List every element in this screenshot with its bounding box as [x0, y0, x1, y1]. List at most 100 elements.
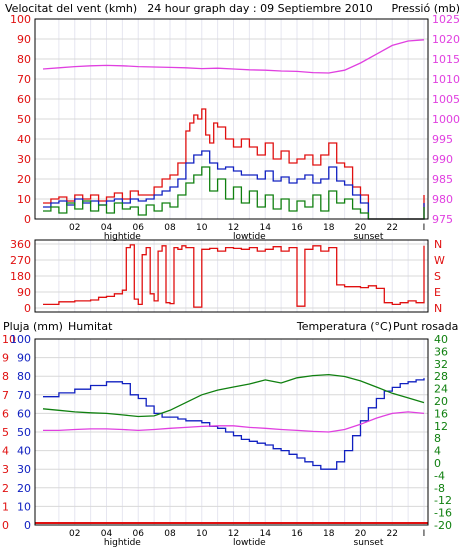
temperature-axis-title: Temperatura (°C) — [296, 320, 392, 333]
hour-tick-label: 20 — [355, 529, 367, 539]
hour-tick-label: 10 — [196, 529, 208, 539]
rain-tick-label: 2 — [2, 482, 9, 495]
direction-tick-label: 270 — [10, 254, 31, 267]
wind-y-ticks: 0 10 20 30 40 50 60 70 80 90 100 — [10, 13, 31, 226]
humidity-grid — [35, 338, 428, 526]
direction-series — [43, 244, 425, 308]
annotation-label: hightide — [104, 232, 141, 242]
direction-tick-label: 0 — [24, 302, 31, 315]
wind-tick-label: 30 — [17, 153, 31, 166]
wind-direction-line — [43, 244, 425, 308]
hour-tick-label: 12 — [228, 529, 239, 539]
pressure-tick-label: 995 — [432, 133, 453, 146]
pressure-tick-label: 1000 — [432, 113, 460, 126]
humidity-tick-label: 100 — [10, 333, 31, 346]
dewpoint-line — [43, 411, 425, 433]
wind-x-ticks: 02 04 06 08 10 12 14 16 18 20 22 I — [69, 223, 425, 233]
compass-label: N — [434, 238, 442, 251]
temperature-line — [42, 373, 425, 418]
direction-y-ticks: 0 90 180 270 360 — [10, 238, 31, 315]
direction-plot-frame — [34, 239, 429, 313]
humidity-axis-title: Humitat — [68, 320, 113, 333]
annotation-label: lowtide — [233, 538, 266, 548]
humidity-tick-label: 30 — [17, 463, 31, 476]
hour-tick-label: 04 — [101, 529, 113, 539]
rain-tick-label: 8 — [2, 370, 9, 383]
temperature-tick-label: -16 — [434, 507, 452, 520]
pressure-tick-label: 1015 — [432, 53, 460, 66]
hour-tick-label: 16 — [291, 223, 303, 233]
temperature-tick-label: 12 — [434, 420, 448, 433]
tide-annotations-bottom: hightide lowtide sunset — [104, 538, 384, 548]
pressure-tick-label: 1005 — [432, 93, 460, 106]
temperature-tick-label: -8 — [434, 482, 445, 495]
humidity-tick-label: 40 — [17, 445, 31, 458]
pressure-y-ticks: 975 980 985 990 995 1000 1005 1010 1015 1020 1025 — [432, 13, 460, 226]
hour-tick-label: 02 — [69, 223, 80, 233]
wind-tick-label: 60 — [17, 93, 31, 106]
temperature-tick-label: 32 — [434, 358, 448, 371]
wind-tick-label: 10 — [17, 193, 31, 206]
chart-title: 24 hour graph day : 09 Septiembre 2010 — [147, 2, 372, 15]
wind-speed-line — [43, 108, 425, 220]
hour-tick-label: 12 — [228, 223, 239, 233]
pressure-axis-title: Pressió (mb) — [391, 2, 460, 15]
direction-tick-label: 180 — [10, 270, 31, 283]
pressure-tick-label: 990 — [432, 153, 453, 166]
hour-tick-label: I — [423, 223, 426, 233]
humidity-tick-label: 0 — [24, 519, 31, 532]
compass-label: S — [434, 270, 441, 283]
hour-tick-label: 08 — [164, 223, 176, 233]
humidity-tick-label: 10 — [17, 500, 31, 513]
wind-tick-label: 100 — [10, 13, 31, 26]
hour-tick-label: I — [423, 529, 426, 539]
compass-label: E — [434, 286, 441, 299]
rain-tick-label: 5 — [2, 426, 9, 439]
wind-tick-label: 50 — [17, 113, 31, 126]
hour-tick-label: 08 — [164, 529, 176, 539]
rain-tick-label: 7 — [2, 389, 9, 402]
temperature-tick-label: 40 — [434, 333, 448, 346]
temperature-tick-label: 28 — [434, 370, 448, 383]
hour-tick-label: 02 — [69, 529, 80, 539]
hour-tick-label: 14 — [260, 223, 272, 233]
hour-tick-label: 06 — [133, 223, 145, 233]
compass-label: N — [434, 302, 442, 315]
humidity-tick-label: 70 — [17, 389, 31, 402]
temperature-tick-label: 36 — [434, 345, 448, 358]
rain-tick-label: 6 — [2, 407, 9, 420]
annotation-label: sunset — [354, 232, 384, 242]
humidity-tick-label: 20 — [17, 482, 31, 495]
pressure-tick-label: 975 — [432, 213, 453, 226]
pressure-tick-label: 1025 — [432, 13, 460, 26]
temperature-tick-label: 4 — [434, 445, 441, 458]
humidity-tick-label: 50 — [17, 426, 31, 439]
rain-tick-label: 3 — [2, 463, 9, 476]
temperature-tick-label: 8 — [434, 432, 441, 445]
wind-pressure-panel: Velocitat del vent (kmh) 24 hour graph d… — [5, 2, 460, 242]
annotation-label: lowtide — [233, 232, 266, 242]
wind-series — [42, 39, 425, 220]
wind-tick-label: 90 — [17, 33, 31, 46]
temperature-tick-label: 0 — [434, 457, 441, 470]
pressure-tick-label: 985 — [432, 173, 453, 186]
humidity-tick-label: 80 — [17, 370, 31, 383]
humidity-y-ticks: 0 10 20 30 40 50 60 70 80 90 100 — [10, 333, 31, 532]
humidity-temperature-series — [35, 373, 428, 524]
temperature-tick-label: 16 — [434, 407, 448, 420]
direction-tick-label: 360 — [10, 238, 31, 251]
humidity-line — [43, 378, 425, 470]
annotation-label: hightide — [104, 538, 141, 548]
average-speed-line — [43, 166, 425, 220]
wind-plot-frame — [34, 18, 429, 220]
hour-tick-label: 18 — [323, 223, 335, 233]
temperature-tick-label: 20 — [434, 395, 448, 408]
humidity-plot-frame — [34, 338, 429, 526]
hour-tick-label: 16 — [291, 529, 303, 539]
rain-y-ticks: 0 1 2 3 4 5 6 7 8 9 10 — [2, 333, 16, 532]
humidity-temperature-panel: Pluja (mm) Humitat Temperatura (°C) Punt… — [2, 320, 458, 548]
humidity-tick-label: 60 — [17, 407, 31, 420]
